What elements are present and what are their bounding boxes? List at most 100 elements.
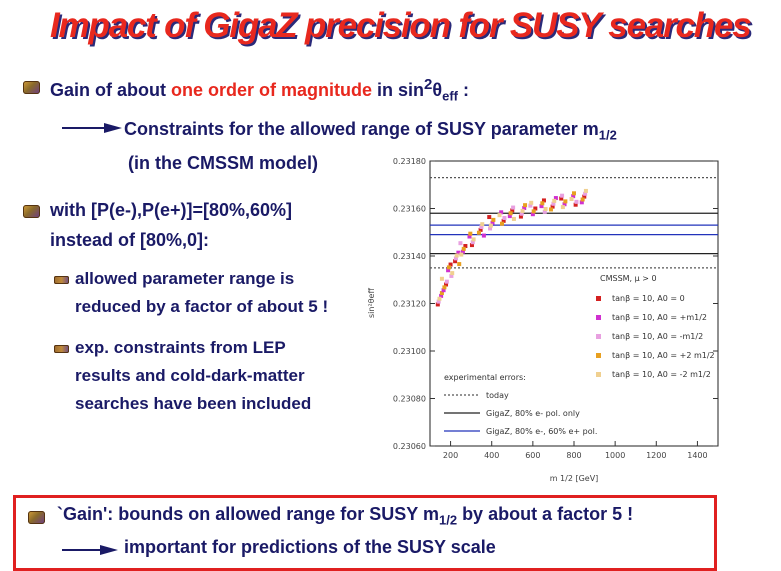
error-legend: today GigaZ, 80% e- pol. only GigaZ, 80% e… — [444, 391, 597, 436]
legend-marker — [596, 372, 601, 377]
data-point — [533, 206, 538, 211]
box-line1-sub: 1/2 — [438, 512, 458, 528]
gain-sub: eff — [442, 88, 458, 104]
data-point — [502, 216, 507, 220]
constraints-main: Constraints for the allowed range of SUS… — [124, 119, 599, 139]
x-tick-label: 400 — [484, 451, 499, 460]
bullet-icon — [28, 511, 45, 524]
y-tick-label: 0.23060 — [393, 442, 426, 451]
data-point — [487, 215, 492, 220]
data-point — [562, 202, 567, 207]
x-tick-label: 1000 — [605, 451, 625, 460]
data-point — [548, 207, 553, 212]
data-point — [439, 291, 444, 296]
constraints-sub: 1/2 — [598, 127, 617, 143]
data-point — [469, 243, 474, 248]
data-point — [470, 240, 475, 245]
data-point — [454, 253, 459, 258]
data-point — [488, 226, 493, 231]
arrow-head — [100, 545, 118, 555]
data-point — [490, 220, 495, 225]
subbullet-icon — [54, 276, 69, 284]
data-point — [453, 256, 458, 261]
data-point — [582, 194, 587, 199]
data-point — [458, 241, 463, 246]
cmssm-text: (in the CMSSM model) — [128, 153, 318, 173]
sub1-line2: reduced by a factor of about 5 ! — [75, 297, 329, 316]
sub2-line2: results and cold-dark-matter — [75, 366, 305, 385]
data-point — [499, 210, 504, 215]
data-point — [553, 196, 558, 201]
y-tick-label: 0.23140 — [393, 252, 426, 261]
legend-marker — [596, 353, 601, 358]
arrow-head — [104, 123, 122, 133]
data-point — [479, 225, 484, 230]
data-point — [522, 206, 527, 211]
bullet-icon — [23, 81, 40, 94]
data-point — [480, 222, 485, 227]
legend-marker — [596, 315, 601, 320]
data-point — [459, 252, 464, 257]
data-point — [457, 262, 462, 267]
box-line2: important for predictions of the SUSY sc… — [124, 537, 496, 557]
subbullet-icon — [54, 345, 69, 353]
y-tick-label: 0.23160 — [393, 205, 426, 214]
x-tick-label: 800 — [566, 451, 581, 460]
x-tick-label: 1200 — [646, 451, 666, 460]
data-point — [543, 206, 548, 211]
data-point — [519, 211, 524, 216]
data-point — [488, 223, 493, 228]
data-point — [461, 246, 466, 251]
data-point — [540, 201, 545, 206]
legend-label: tanβ = 10, A0 = 0 — [612, 294, 685, 303]
data-point — [574, 199, 579, 204]
legend-title: CMSSM, μ > 0 — [600, 274, 657, 283]
data-point — [444, 282, 449, 287]
data-point — [446, 268, 451, 273]
data-point — [450, 271, 455, 276]
data-point — [579, 200, 584, 205]
data-point — [551, 201, 556, 206]
bullet-gain: Gain of about one order of magnitude in … — [50, 76, 469, 104]
polarization-line2: instead of [80%,0]: — [50, 230, 210, 250]
data-point — [441, 288, 446, 293]
gain-theta: θ — [432, 80, 443, 100]
data-point — [580, 197, 585, 202]
legend-label: tanβ = 10, A0 = -2 m1/2 — [612, 370, 711, 379]
data-points — [435, 188, 588, 307]
y-tick-label: 0.23120 — [393, 300, 426, 309]
gain-in: in sin — [372, 80, 425, 100]
data-point — [468, 231, 473, 236]
data-point — [583, 191, 588, 196]
data-point — [572, 191, 576, 196]
data-point — [439, 276, 444, 281]
data-point — [456, 250, 461, 255]
data-point — [501, 218, 506, 223]
data-point — [530, 212, 535, 217]
data-point — [435, 302, 440, 307]
data-point — [446, 265, 451, 270]
y-tick-label: 0.23100 — [393, 347, 426, 356]
box-line1-b: by about a factor 5 ! — [457, 504, 634, 524]
legend-marker — [596, 296, 601, 301]
susy-chart: 0.23180 0.23160 0.23140 0.23120 0.23100 0.230… — [367, 157, 719, 483]
data-point — [508, 211, 513, 216]
data-point — [507, 214, 512, 219]
data-point — [560, 193, 565, 198]
y-axis-label: sin²θeff — [367, 288, 376, 318]
gain-suffix: : — [458, 80, 469, 100]
data-point — [571, 194, 576, 199]
data-point — [542, 209, 547, 214]
conclusion-box — [13, 495, 717, 571]
gain-sup: 2 — [424, 76, 433, 93]
data-point — [463, 244, 468, 249]
data-point — [467, 234, 472, 239]
data-point — [559, 196, 564, 201]
data-point — [529, 200, 534, 205]
data-point — [491, 217, 496, 222]
sub2-line1: exp. constraints from LEP — [75, 338, 286, 357]
x-tick-label: 600 — [525, 451, 540, 460]
polarization-line1: with [P(e-),P(e+)]=[80%,60%] — [50, 200, 293, 220]
error-legend-title: experimental errors: — [444, 373, 526, 382]
sub2-line3: searches have been included — [75, 394, 312, 413]
